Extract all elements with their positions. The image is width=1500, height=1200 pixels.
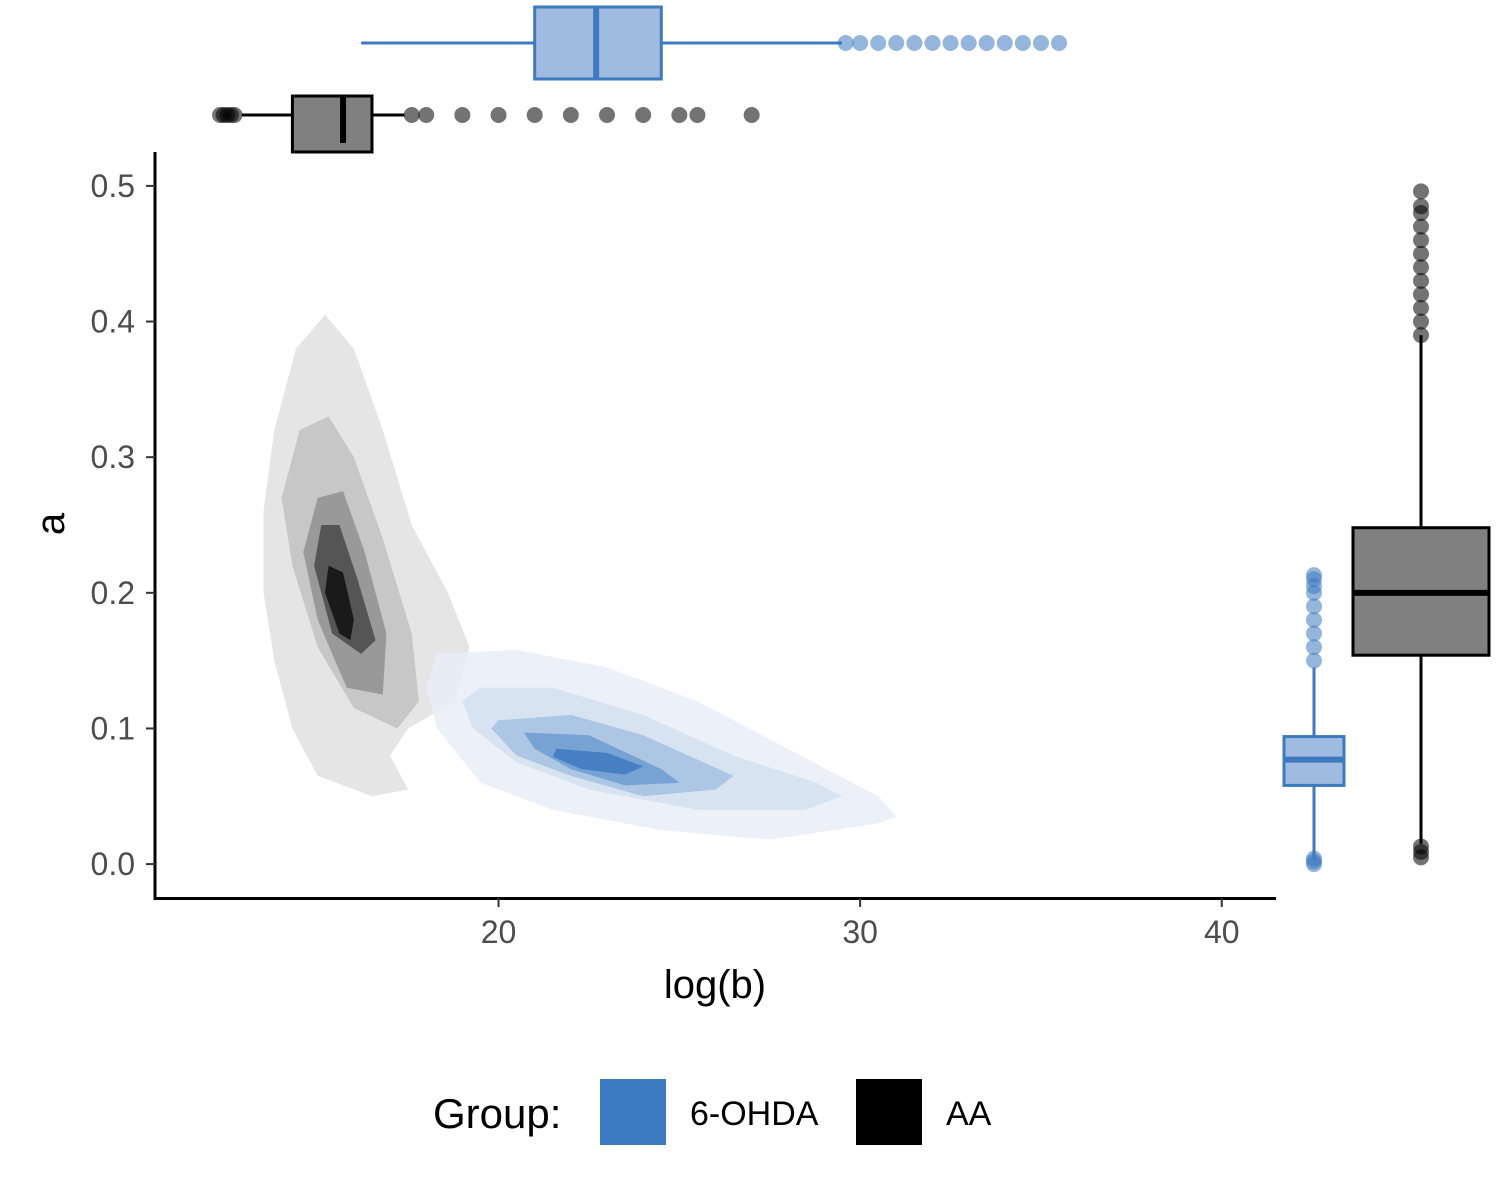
outlier-point — [1413, 245, 1429, 262]
outlier-point — [888, 35, 905, 51]
outlier-point — [978, 35, 995, 51]
outlier-point — [1306, 567, 1322, 584]
outlier-point — [870, 35, 887, 51]
outlier-point — [924, 35, 941, 51]
right-boxplot-aa — [1351, 183, 1491, 866]
outlier-point — [689, 107, 706, 123]
outlier-point — [226, 107, 243, 123]
outlier-point — [1306, 652, 1322, 669]
outlier-point — [454, 107, 471, 123]
outlier-point — [1413, 218, 1429, 235]
right-marginal-boxplots — [1282, 183, 1491, 873]
axes — [153, 152, 1276, 900]
outlier-point — [1306, 611, 1322, 628]
y-axis-title: a — [29, 512, 73, 535]
top-boxplot-6-ohda — [361, 5, 1068, 81]
top-boxplot-aa — [212, 94, 760, 154]
top-marginal-boxplots — [212, 5, 1068, 154]
outlier-point — [1413, 259, 1429, 276]
legend-label-aa: AA — [946, 1095, 992, 1133]
outlier-point — [562, 107, 579, 123]
x-tick-label-40: 40 — [1204, 914, 1240, 950]
density-contours — [263, 314, 897, 840]
outlier-point — [403, 107, 420, 123]
right-boxplot-6-ohda — [1282, 567, 1346, 873]
density-level-aa-5 — [325, 565, 354, 641]
outlier-point — [906, 35, 923, 51]
legend: Group: 6-OHDA AA — [433, 1079, 992, 1145]
y-tick-label-2: 0.2 — [91, 575, 135, 611]
outlier-point — [960, 35, 977, 51]
legend-title: Group: — [433, 1090, 561, 1137]
outlier-point — [1413, 232, 1429, 249]
outlier-point — [1413, 299, 1429, 316]
outlier-point — [418, 107, 435, 123]
outlier-point — [1306, 850, 1322, 867]
legend-label-6-ohda: 6-OHDA — [690, 1095, 819, 1133]
y-tick-label-5: 0.5 — [91, 168, 135, 204]
outlier-point — [1413, 327, 1429, 344]
outlier-point — [837, 35, 854, 51]
outlier-point — [1413, 838, 1429, 855]
outlier-point — [1306, 639, 1322, 656]
outlier-point — [1306, 625, 1322, 642]
outlier-point — [1413, 286, 1429, 303]
x-tick-label-20: 20 — [481, 914, 517, 950]
outlier-point — [1413, 198, 1429, 215]
outlier-point — [526, 107, 543, 123]
y-tick-label-3: 0.3 — [91, 439, 135, 475]
y-tick-label-4: 0.4 — [91, 304, 135, 340]
density-level-6-ohda-5 — [552, 748, 644, 775]
x-axis-title: log(b) — [664, 963, 766, 1007]
legend-key-aa — [856, 1079, 922, 1145]
outlier-point — [671, 107, 688, 123]
outlier-point — [1051, 35, 1068, 51]
outlier-point — [490, 107, 507, 123]
outlier-point — [635, 107, 652, 123]
outlier-point — [996, 35, 1013, 51]
outlier-point — [852, 35, 869, 51]
outlier-point — [1032, 35, 1049, 51]
outlier-point — [743, 107, 760, 123]
y-axis-ticks: 0.0 0.1 0.2 0.3 0.4 0.5 — [91, 168, 155, 882]
y-tick-label-0: 0.0 — [91, 846, 135, 882]
outlier-point — [1413, 183, 1429, 200]
legend-key-6-ohda — [600, 1079, 666, 1145]
y-tick-label-1: 0.1 — [91, 710, 135, 746]
outlier-point — [1014, 35, 1031, 51]
box-iqr — [290, 94, 374, 154]
outlier-point — [942, 35, 959, 51]
x-tick-label-30: 30 — [842, 914, 878, 950]
outlier-point — [1306, 598, 1322, 615]
x-axis-ticks: 20 30 40 — [481, 898, 1240, 950]
outlier-point — [1413, 313, 1429, 330]
outlier-point — [599, 107, 616, 123]
outlier-point — [1413, 272, 1429, 289]
